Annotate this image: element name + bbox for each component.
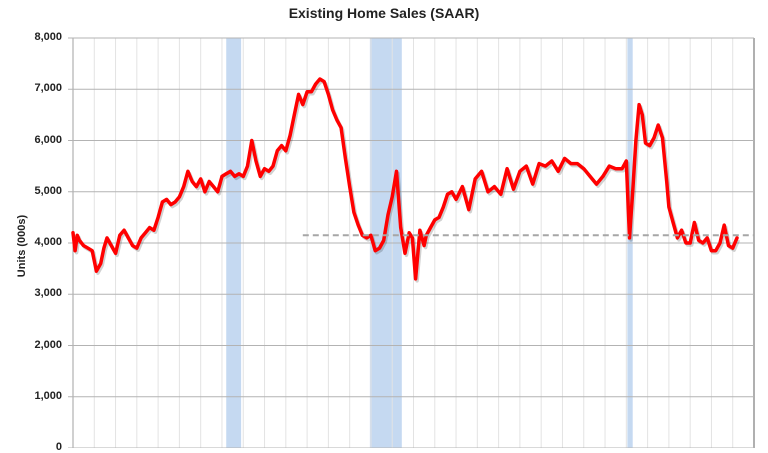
y-tick-label: 3,000 [34, 287, 62, 300]
chart-title: Existing Home Sales (SAAR) [288, 5, 480, 21]
y-tick-label: 4,000 [34, 236, 62, 248]
y-tick-label: 8,000 [34, 31, 62, 43]
y-tick-label: 7,000 [34, 82, 62, 95]
y-tick-label: 1,000 [34, 389, 62, 402]
y-tick-label: 6,000 [34, 133, 62, 146]
data-series [71, 77, 754, 283]
horizontal-gridlines [68, 37, 754, 448]
sales-line [71, 77, 739, 281]
y-tick-label: 5,000 [34, 184, 62, 197]
y-tick-label: 2,000 [34, 338, 62, 351]
y-tick-label: 0 [55, 441, 62, 453]
